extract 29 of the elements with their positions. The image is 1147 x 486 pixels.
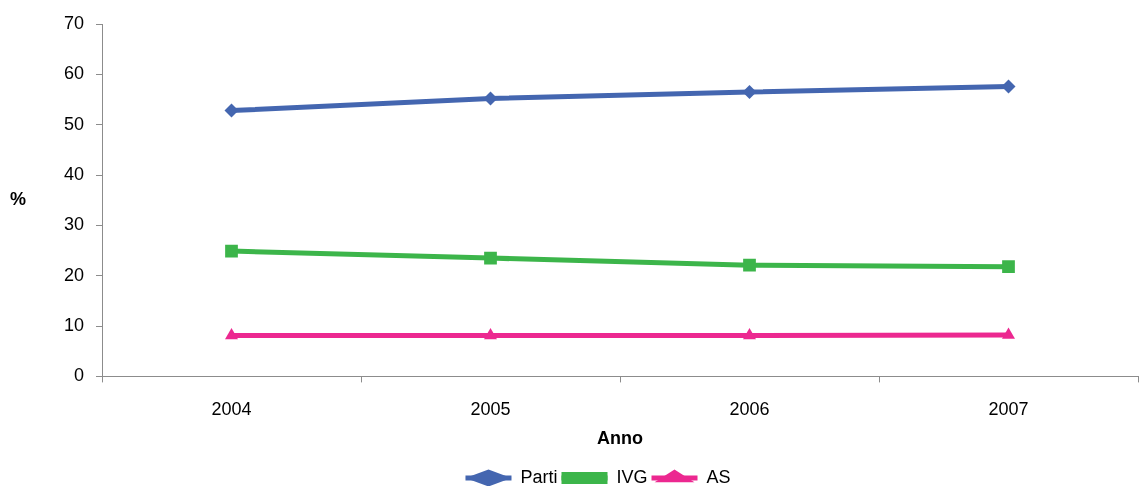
y-tick-label: 40	[63, 164, 84, 184]
y-tick-label: 50	[63, 113, 84, 134]
x-axis-title: Anno	[597, 428, 643, 449]
y-tick-label: 60	[63, 63, 84, 84]
y-axis-title: %	[9, 189, 27, 210]
x-tick-label: 2004	[211, 399, 252, 420]
point	[483, 91, 498, 106]
legend-label: Parti	[520, 466, 558, 486]
x-tick-label: 2005	[470, 399, 511, 420]
point	[1002, 327, 1015, 339]
point	[1001, 79, 1016, 94]
point	[224, 103, 239, 118]
point	[743, 328, 756, 340]
y-tick-label: 20	[63, 264, 84, 285]
point	[1002, 260, 1015, 274]
point	[484, 328, 497, 340]
y-tick-label: 0	[73, 365, 84, 386]
y-tick-label: 30	[63, 214, 84, 235]
point	[484, 251, 497, 265]
x-tick-label: 2007	[988, 399, 1029, 420]
x-tick-label: 2006	[729, 399, 770, 420]
legend-label: IVG	[616, 466, 648, 486]
point	[225, 244, 238, 258]
point	[743, 258, 756, 272]
point	[225, 328, 238, 340]
y-tick-label: 70	[63, 12, 84, 33]
y-tick-label: 10	[63, 315, 84, 336]
point	[742, 84, 757, 99]
legend-label: AS	[706, 466, 731, 486]
